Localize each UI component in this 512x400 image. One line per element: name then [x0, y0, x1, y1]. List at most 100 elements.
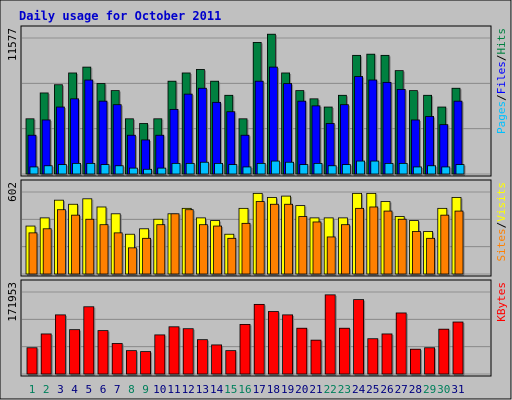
bar-kbytes [211, 344, 224, 376]
panel-visitors: 602 Sites/Visits [6, 179, 508, 277]
bar-pages [185, 163, 196, 176]
bar-kbytes [26, 347, 39, 376]
bar-sites [326, 236, 337, 276]
day-label: 1 [29, 383, 36, 396]
bar-sites [440, 214, 451, 276]
bar-sites [284, 203, 295, 276]
bar-pages [313, 163, 324, 176]
bar-pages [242, 166, 253, 176]
bar-kbytes [225, 350, 238, 376]
bar-pages [299, 164, 310, 176]
day-label: 26 [380, 383, 393, 396]
bar-files [382, 81, 393, 176]
bar-kbytes [381, 333, 394, 376]
bar-kbytes [196, 339, 209, 376]
day-label: 11 [167, 383, 180, 396]
day-label: 30 [437, 383, 450, 396]
bar-pages [72, 163, 83, 176]
bar-pages [143, 168, 154, 176]
bar-files [98, 100, 109, 176]
bar-pages [29, 166, 40, 176]
bar-pages [128, 167, 139, 176]
bar-files [283, 83, 294, 176]
bar-sites [156, 224, 167, 276]
bar-files [297, 100, 308, 176]
day-label: 19 [281, 383, 294, 396]
day-label: 29 [423, 383, 436, 396]
day-label: 22 [324, 383, 337, 396]
bar-sites [71, 214, 82, 276]
bar-sites [142, 237, 153, 276]
day-label: 24 [352, 383, 366, 396]
bar-files [254, 80, 265, 176]
bar-kbytes [338, 327, 351, 376]
bar-kbytes [83, 306, 96, 376]
legend-entry: Hits [495, 28, 508, 55]
panel-kbytes: 171953 KBytes [6, 279, 508, 377]
bar-kbytes [111, 343, 124, 376]
day-label: 2 [43, 383, 50, 396]
bar-kbytes [168, 326, 181, 376]
bar-pages [43, 165, 54, 176]
bar-sites [454, 210, 465, 276]
bar-pages [327, 165, 338, 176]
day-label: 7 [114, 383, 121, 396]
panel-legend: Pages/Files/Hits [495, 28, 508, 134]
bar-sites [113, 232, 124, 276]
day-label: 9 [142, 383, 149, 396]
day-label: 27 [395, 383, 408, 396]
bar-sites [426, 237, 437, 276]
bar-kbytes [154, 334, 167, 376]
day-label: 25 [366, 383, 379, 396]
bar-kbytes [367, 338, 380, 376]
day-label: 13 [196, 383, 209, 396]
bar-pages [171, 163, 182, 176]
bar-sites [85, 218, 96, 276]
bar-sites [241, 222, 252, 276]
chart-panels: 11577Pages/Files/Hits602Sites/Visits1719… [6, 25, 508, 377]
bar-files [112, 104, 123, 176]
day-label: 20 [295, 383, 308, 396]
bar-pages [270, 160, 281, 176]
day-label: 8 [128, 383, 135, 396]
day-label: 23 [338, 383, 351, 396]
bar-kbytes [55, 314, 67, 376]
legend-entry: Files [495, 61, 508, 94]
bar-pages [427, 165, 438, 176]
legend-entry: Pages [495, 101, 508, 134]
panel-legend: KBytes [495, 282, 508, 322]
bar-kbytes [253, 303, 266, 376]
bar-pages [199, 161, 210, 176]
bar-files [453, 100, 464, 176]
day-label: 10 [153, 383, 166, 396]
day-label: 28 [409, 383, 422, 396]
bar-files [183, 93, 194, 176]
bar-kbytes [182, 328, 195, 376]
panel-max-label: 602 [6, 182, 19, 202]
bar-kbytes [239, 324, 252, 376]
bar-kbytes [310, 339, 323, 376]
legend-entry: / [495, 94, 508, 101]
bar-pages [214, 163, 225, 176]
bar-sites [127, 247, 138, 276]
bar-files [84, 79, 95, 176]
day-label: 4 [71, 383, 78, 396]
bar-pages [455, 164, 466, 176]
bar-sites [198, 224, 209, 276]
bar-pages [114, 165, 125, 176]
bar-kbytes [409, 348, 422, 376]
bar-kbytes [324, 294, 337, 376]
bar-pages [58, 164, 68, 176]
bar-kbytes [282, 314, 295, 376]
legend-entry: Sites [495, 228, 508, 261]
day-label: 14 [210, 383, 224, 396]
bar-kbytes [296, 327, 309, 376]
legend-entry: / [495, 222, 508, 229]
bar-sites [397, 218, 408, 276]
bar-sites [411, 231, 422, 276]
bar-files [268, 66, 279, 176]
bar-kbytes [353, 299, 366, 376]
bar-sites [298, 216, 309, 276]
panel-legend: Sites/Visits [495, 182, 508, 262]
day-label: 3 [57, 383, 64, 396]
